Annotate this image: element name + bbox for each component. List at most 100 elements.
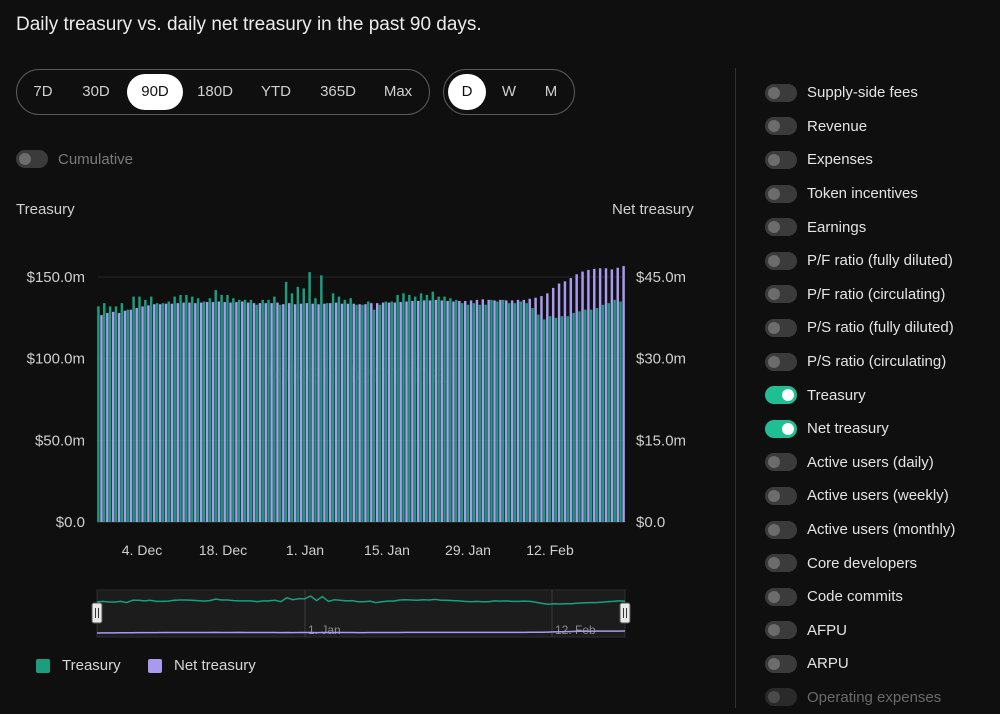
metric-toggle-earnings[interactable]	[765, 218, 797, 237]
treasury-bar	[126, 309, 129, 522]
treasury-bar	[97, 306, 100, 522]
metric-toggle-code-commits[interactable]	[765, 587, 797, 606]
metric-p-s-ratio-circulating[interactable]: P/S ratio (circulating)	[765, 345, 955, 379]
metric-treasury[interactable]: Treasury	[765, 378, 955, 412]
metric-afpu[interactable]: AFPU	[765, 614, 955, 648]
treasury-bar	[179, 294, 182, 522]
navigator-left-handle[interactable]	[91, 602, 103, 624]
metric-toggle-operating-expenses	[765, 688, 797, 707]
metric-toggle-afpu[interactable]	[765, 621, 797, 640]
metric-core-developers[interactable]: Core developers	[765, 546, 955, 580]
metric-p-f-ratio-fully-diluted[interactable]: P/F ratio (fully diluted)	[765, 244, 955, 278]
granularity-tab-month[interactable]: M	[544, 83, 558, 100]
net-treasury-bar	[117, 312, 121, 522]
cumulative-toggle[interactable]	[16, 150, 48, 168]
treasury-bar	[372, 309, 376, 522]
net-treasury-bar	[422, 300, 426, 522]
treasury-bar	[390, 301, 393, 522]
net-treasury-bar	[311, 303, 314, 522]
metric-revenue[interactable]: Revenue	[765, 110, 955, 144]
metric-earnings[interactable]: Earnings	[765, 210, 955, 244]
treasury-bar	[284, 281, 288, 522]
navigator-window	[96, 589, 626, 638]
granularity-tab-week[interactable]: W	[501, 83, 517, 100]
right-axis-title: Net treasury	[612, 201, 694, 218]
navigator-right-handle[interactable]	[619, 602, 631, 624]
net-treasury-bar	[258, 303, 262, 522]
treasury-bar	[431, 291, 435, 522]
net-treasury-bar	[557, 283, 561, 522]
treasury-bar	[249, 299, 253, 522]
metric-toggle-core-developers[interactable]	[765, 554, 797, 573]
x-tick-label: 29. Jan	[445, 542, 491, 558]
net-treasury-bar	[528, 298, 531, 522]
metric-arpu[interactable]: ARPU	[765, 647, 955, 681]
metric-p-f-ratio-circulating[interactable]: P/F ratio (circulating)	[765, 278, 955, 312]
legend-item-treasury[interactable]: Treasury	[36, 657, 121, 674]
metric-toggle-active-users-daily[interactable]	[765, 453, 797, 472]
cumulative-control: Cumulative	[16, 150, 133, 168]
metric-toggle-net-treasury[interactable]	[765, 419, 797, 438]
net-treasury-bar	[176, 303, 179, 522]
metric-code-commits[interactable]: Code commits	[765, 580, 955, 614]
range-tab-7d[interactable]: 7D	[33, 83, 53, 100]
treasury-bar	[243, 299, 247, 522]
range-tab-30d[interactable]: 30D	[82, 83, 110, 100]
metric-toggle-active-users-monthly[interactable]	[765, 520, 797, 539]
metric-toggle-treasury[interactable]	[765, 386, 797, 405]
legend-item-net-treasury[interactable]: Net treasury	[148, 657, 256, 674]
metric-toggle-token-incentives[interactable]	[765, 184, 797, 203]
net-treasury-bar	[111, 311, 115, 522]
y-left-tick-label: $0.0	[56, 514, 85, 531]
x-tick-label: 18. Dec	[199, 542, 247, 558]
metric-toggle-p-f-ratio-circulating[interactable]	[765, 285, 797, 304]
treasury-bar	[114, 306, 118, 522]
metric-label: Core developers	[807, 554, 918, 572]
net-treasury-bar	[158, 304, 162, 522]
net-treasury-bar	[616, 267, 619, 522]
net-treasury-bar	[440, 300, 443, 522]
metric-label: P/S ratio (circulating)	[807, 353, 947, 371]
chart: $0.0 $50.0m $100.0m $150.0m $0.0 $15.0m $30.0m…	[27, 266, 686, 638]
treasury-bar	[578, 311, 581, 522]
metric-token-incentives[interactable]: Token incentives	[765, 177, 955, 211]
treasury-bar	[302, 288, 305, 522]
metric-active-users-monthly[interactable]: Active users (monthly)	[765, 513, 955, 547]
treasury-bar	[396, 294, 399, 522]
net-treasury-bar	[364, 304, 367, 522]
net-treasury-bar	[182, 302, 185, 522]
net-treasury-bar	[194, 303, 197, 522]
metric-toggle-supply-side-fees[interactable]	[765, 83, 797, 102]
metric-toggle-p-f-ratio-fully-diluted[interactable]	[765, 251, 797, 270]
treasury-bar	[226, 294, 229, 522]
metric-net-treasury[interactable]: Net treasury	[765, 412, 955, 446]
granularity-tab-day[interactable]: D	[448, 74, 486, 110]
treasury-bar	[531, 308, 534, 522]
metric-active-users-weekly[interactable]: Active users (weekly)	[765, 479, 955, 513]
metric-expenses[interactable]: Expenses	[765, 143, 955, 177]
treasury-bar	[572, 312, 575, 522]
metric-p-s-ratio-fully-diluted[interactable]: P/S ratio (fully diluted)	[765, 311, 955, 345]
navigator-net-treasury-line	[96, 630, 626, 634]
treasury-bar	[191, 296, 194, 522]
metric-toggle-expenses[interactable]	[765, 150, 797, 169]
metric-active-users-daily[interactable]: Active users (daily)	[765, 446, 955, 480]
net-treasury-bar	[323, 303, 326, 522]
net-treasury-bar	[252, 303, 256, 522]
metric-label: Net treasury	[807, 420, 889, 438]
metric-toggle-p-s-ratio-fully-diluted[interactable]	[765, 318, 797, 337]
metric-toggle-arpu[interactable]	[765, 654, 797, 673]
treasury-bar	[560, 316, 564, 522]
net-treasury-bar	[375, 303, 379, 522]
range-tab-max[interactable]: Max	[383, 83, 413, 100]
metric-toggle-p-s-ratio-circulating[interactable]	[765, 352, 797, 371]
range-tab-180d[interactable]: 180D	[197, 83, 233, 100]
metric-toggle-revenue[interactable]	[765, 117, 797, 136]
net-treasury-bar	[164, 303, 168, 522]
legend-label-net-treasury: Net treasury	[174, 657, 256, 674]
range-tab-90d[interactable]: 90D	[127, 74, 183, 110]
range-tab-ytd[interactable]: YTD	[261, 83, 291, 100]
metric-supply-side-fees[interactable]: Supply-side fees	[765, 76, 955, 110]
range-tab-365d[interactable]: 365D	[320, 83, 356, 100]
metric-toggle-active-users-weekly[interactable]	[765, 486, 797, 505]
